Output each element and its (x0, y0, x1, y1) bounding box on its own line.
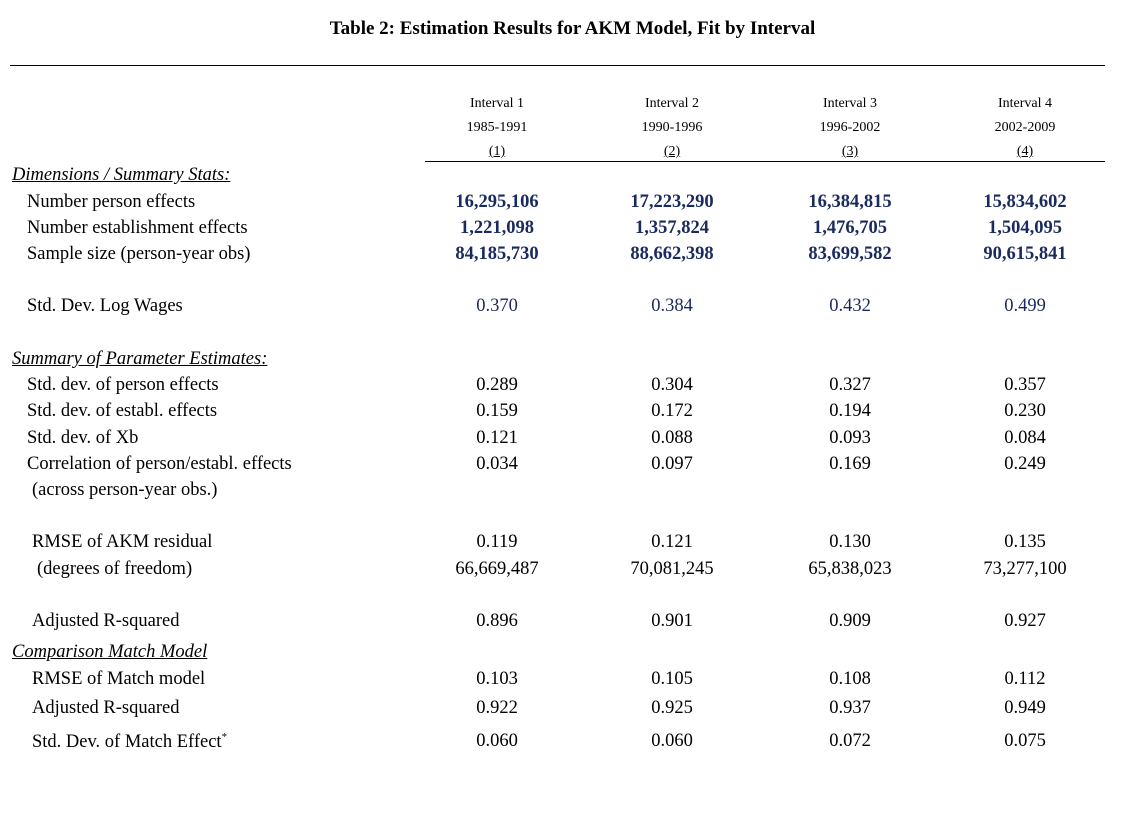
table-cell: 73,277,100 (983, 559, 1067, 579)
table-cell: 0.169 (829, 454, 871, 474)
row-label: Std. dev. of person effects (27, 375, 219, 395)
table-cell: 70,081,245 (630, 559, 714, 579)
table-cell: 0.230 (1004, 401, 1046, 421)
row-label: RMSE of AKM residual (32, 532, 213, 552)
table-title: Table 2: Estimation Results for AKM Mode… (329, 18, 816, 39)
table-cell: 0.384 (651, 296, 693, 316)
table-cell: 0.949 (1004, 698, 1046, 718)
table-cell: 0.088 (651, 428, 693, 448)
row-label: Std. Dev. Log Wages (27, 296, 183, 316)
table-cell: 0.072 (829, 731, 871, 751)
row-label: Number establishment effects (27, 218, 248, 238)
table-cell: 16,295,106 (455, 192, 539, 212)
table-cell: 0.499 (1004, 296, 1046, 316)
table-cell: 0.896 (476, 611, 518, 631)
table-cell: 1,221,098 (460, 218, 534, 238)
table-cell: 0.304 (651, 375, 693, 395)
section-dimensions: Dimensions / Summary Stats: (12, 165, 231, 185)
table-cell: 0.370 (476, 296, 518, 316)
table-cell: 0.909 (829, 611, 871, 631)
table-cell: 1,476,705 (813, 218, 887, 238)
table-cell: 1,504,095 (988, 218, 1062, 238)
column-header-4: Interval 4 2002-2009 (4) (994, 96, 1056, 159)
table-cell: 17,223,290 (630, 192, 714, 212)
table-cell: 65,838,023 (808, 559, 892, 579)
footnote-mark: * (221, 731, 228, 743)
table-cell: 0.130 (829, 532, 871, 552)
column-header-3: Interval 3 1996-2002 (3) (819, 96, 881, 159)
table-cell: 0.034 (476, 454, 518, 474)
table-cell: 88,662,398 (630, 244, 714, 264)
row-label: (across person-year obs.) (32, 480, 218, 500)
table-cell: 0.432 (829, 296, 871, 316)
table-cell: 83,699,582 (808, 244, 892, 264)
row-label: Adjusted R-squared (32, 698, 180, 718)
table-cell: 0.112 (1004, 669, 1046, 689)
row-label: Correlation of person/establ. effects (27, 454, 292, 474)
table-cell: 0.105 (651, 669, 693, 689)
row-label: RMSE of Match model (32, 669, 206, 689)
table-cell: 0.075 (1004, 731, 1046, 751)
column-header-2: Interval 2 1990-1996 (2) (641, 96, 703, 159)
top-rule (10, 65, 1105, 66)
table-cell: 0.060 (651, 731, 693, 751)
row-label: Std. dev. of establ. effects (27, 401, 218, 421)
table-cell: 90,615,841 (983, 244, 1067, 264)
table-cell: 0.093 (829, 428, 871, 448)
table-cell: 0.108 (829, 669, 871, 689)
table-cell: 0.249 (1004, 454, 1046, 474)
table-cell: 0.121 (476, 428, 518, 448)
table-cell: 0.925 (651, 698, 693, 718)
table-cell: 0.103 (476, 669, 518, 689)
table-cell: 0.121 (651, 532, 693, 552)
row-label: Adjusted R-squared (32, 611, 180, 631)
row-label: Std. Dev. of Match Effect* (32, 731, 228, 753)
table-cell: 0.084 (1004, 428, 1046, 448)
table-cell: 0.060 (476, 731, 518, 751)
table-cell: 0.901 (651, 611, 693, 631)
table-cell: 0.119 (476, 532, 518, 552)
table-cell: 0.357 (1004, 375, 1046, 395)
row-label: (degrees of freedom) (37, 559, 193, 579)
table-cell: 0.097 (651, 454, 693, 474)
section-comparison: Comparison Match Model (12, 642, 208, 662)
column-header-1: Interval 1 1985-1991 (1) (466, 96, 528, 159)
table-cell: 0.937 (829, 698, 871, 718)
table-cell: 16,384,815 (808, 192, 892, 212)
section-parameters: Summary of Parameter Estimates: (12, 349, 268, 369)
row-label: Std. dev. of Xb (27, 428, 139, 448)
table-cell: 0.159 (476, 401, 518, 421)
table-cell: 15,834,602 (983, 192, 1067, 212)
table-cell: 0.927 (1004, 611, 1046, 631)
table-cell: 0.194 (829, 401, 871, 421)
row-label: Number person effects (27, 192, 196, 212)
table-cell: 1,357,824 (635, 218, 709, 238)
row-label: Sample size (person-year obs) (27, 244, 251, 264)
table-cell: 84,185,730 (455, 244, 539, 264)
table-cell: 0.922 (476, 698, 518, 718)
table-cell: 66,669,487 (455, 559, 539, 579)
header-rule (425, 161, 1105, 162)
table-cell: 0.327 (829, 375, 871, 395)
table-cell: 0.135 (1004, 532, 1046, 552)
table-cell: 0.172 (651, 401, 693, 421)
table-cell: 0.289 (476, 375, 518, 395)
